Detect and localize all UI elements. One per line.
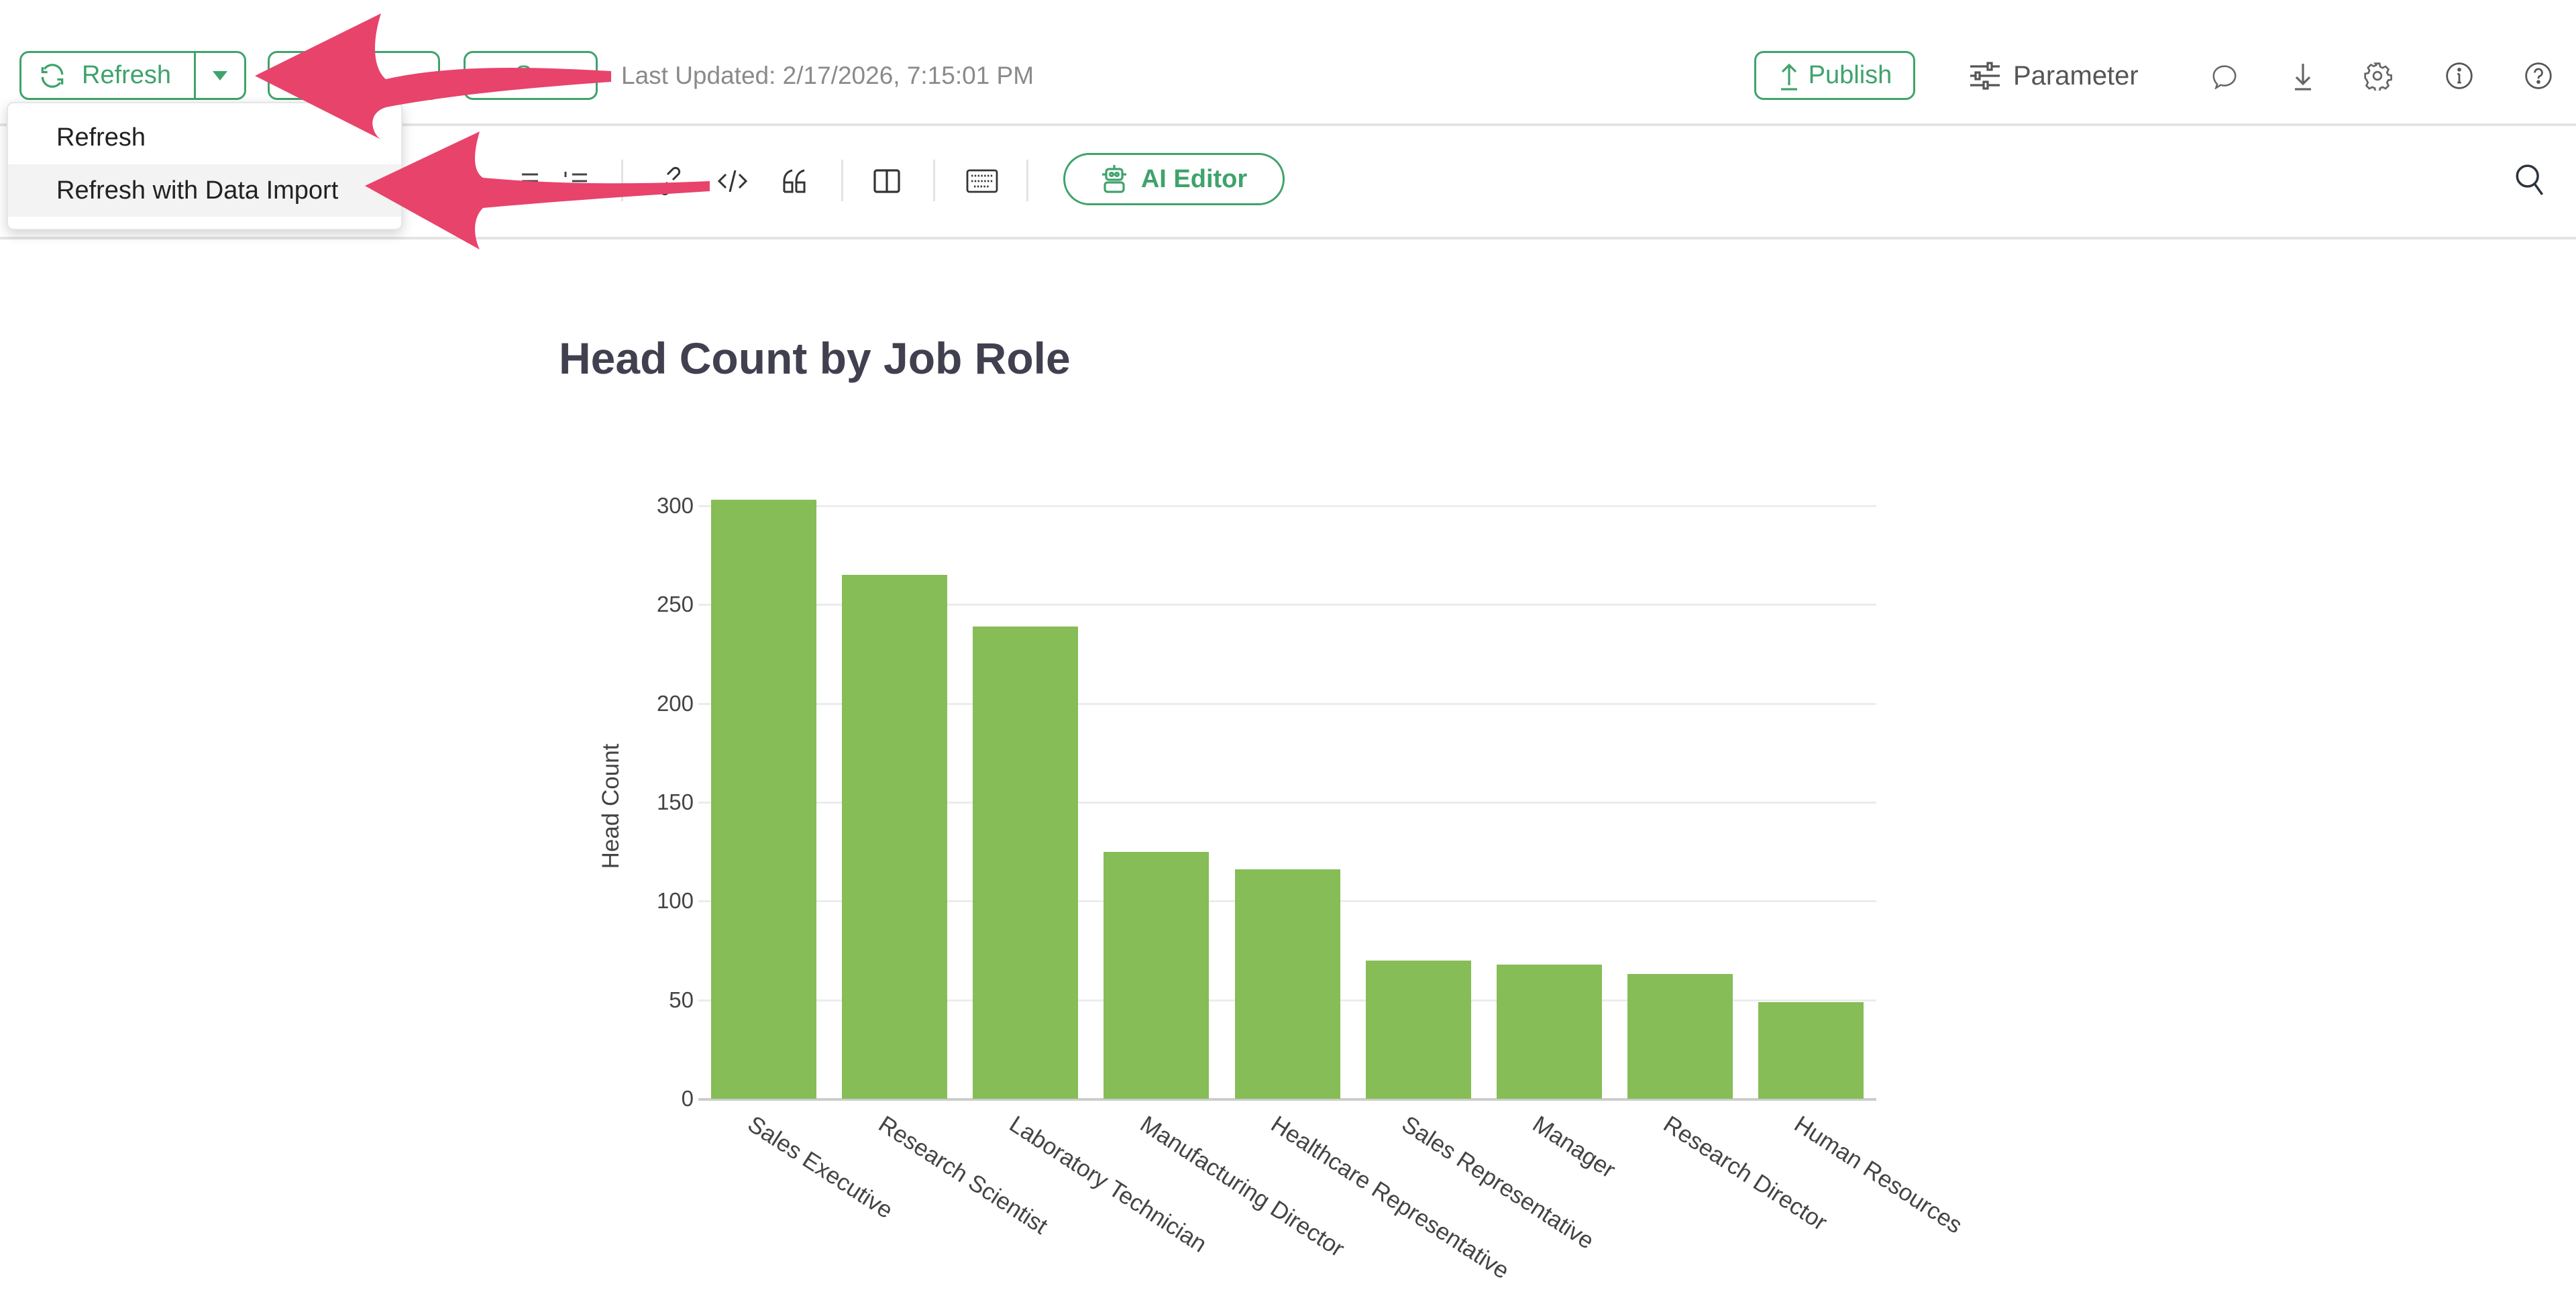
toolbar-divider xyxy=(0,123,2576,126)
parameter-label: Parameter xyxy=(2013,60,2139,91)
numbered-list-icon[interactable] xyxy=(559,164,591,198)
annotation-arrow-data-import xyxy=(365,131,710,250)
upload-icon xyxy=(1778,61,1801,91)
info-icon[interactable] xyxy=(2443,59,2475,93)
quote-icon[interactable] xyxy=(779,164,811,198)
editor-toolbar-divider xyxy=(0,237,2576,239)
refresh-dropdown-toggle[interactable] xyxy=(196,53,244,98)
menu-item-label: Refresh xyxy=(56,123,146,152)
sliders-icon xyxy=(1969,61,2001,91)
keyboard-icon[interactable] xyxy=(965,164,1000,198)
refresh-button[interactable]: Refresh xyxy=(19,51,246,100)
annotation-arrow-refresh-dropdown xyxy=(255,13,611,140)
refresh-icon xyxy=(38,61,67,91)
robot-icon xyxy=(1101,164,1128,195)
toolbar-separator xyxy=(621,160,623,201)
menu-item-refresh[interactable]: Refresh xyxy=(8,111,401,164)
code-icon[interactable] xyxy=(716,164,749,198)
menu-item-label: Refresh with Data Import xyxy=(56,176,339,205)
toolbar-separator xyxy=(841,160,843,201)
refresh-label: Refresh xyxy=(82,61,172,89)
caret-down-icon xyxy=(213,70,227,80)
page-title[interactable]: Head Count by Job Role xyxy=(559,333,1071,383)
help-icon[interactable] xyxy=(2522,59,2555,93)
comment-icon[interactable] xyxy=(2210,59,2239,93)
last-updated-text: Last Updated: 2/17/2026, 7:15:01 PM xyxy=(621,62,1034,89)
ai-editor-label: AI Editor xyxy=(1140,164,1248,193)
gear-icon[interactable] xyxy=(2361,59,2394,93)
parameter-button[interactable]: Parameter xyxy=(1969,55,2139,97)
publish-button[interactable]: Publish xyxy=(1754,51,1915,100)
menu-item-refresh-with-data-import[interactable]: Refresh with Data Import xyxy=(8,164,401,217)
ai-editor-button[interactable]: AI Editor xyxy=(1063,153,1285,205)
download-icon[interactable] xyxy=(2288,59,2318,93)
toolbar-separator xyxy=(1026,160,1028,201)
toolbar-separator xyxy=(933,160,935,201)
search-icon[interactable] xyxy=(2512,161,2547,199)
refresh-dropdown-menu: Refresh Refresh with Data Import xyxy=(7,102,402,230)
columns-icon[interactable] xyxy=(871,164,903,198)
publish-label: Publish xyxy=(1808,61,1892,89)
